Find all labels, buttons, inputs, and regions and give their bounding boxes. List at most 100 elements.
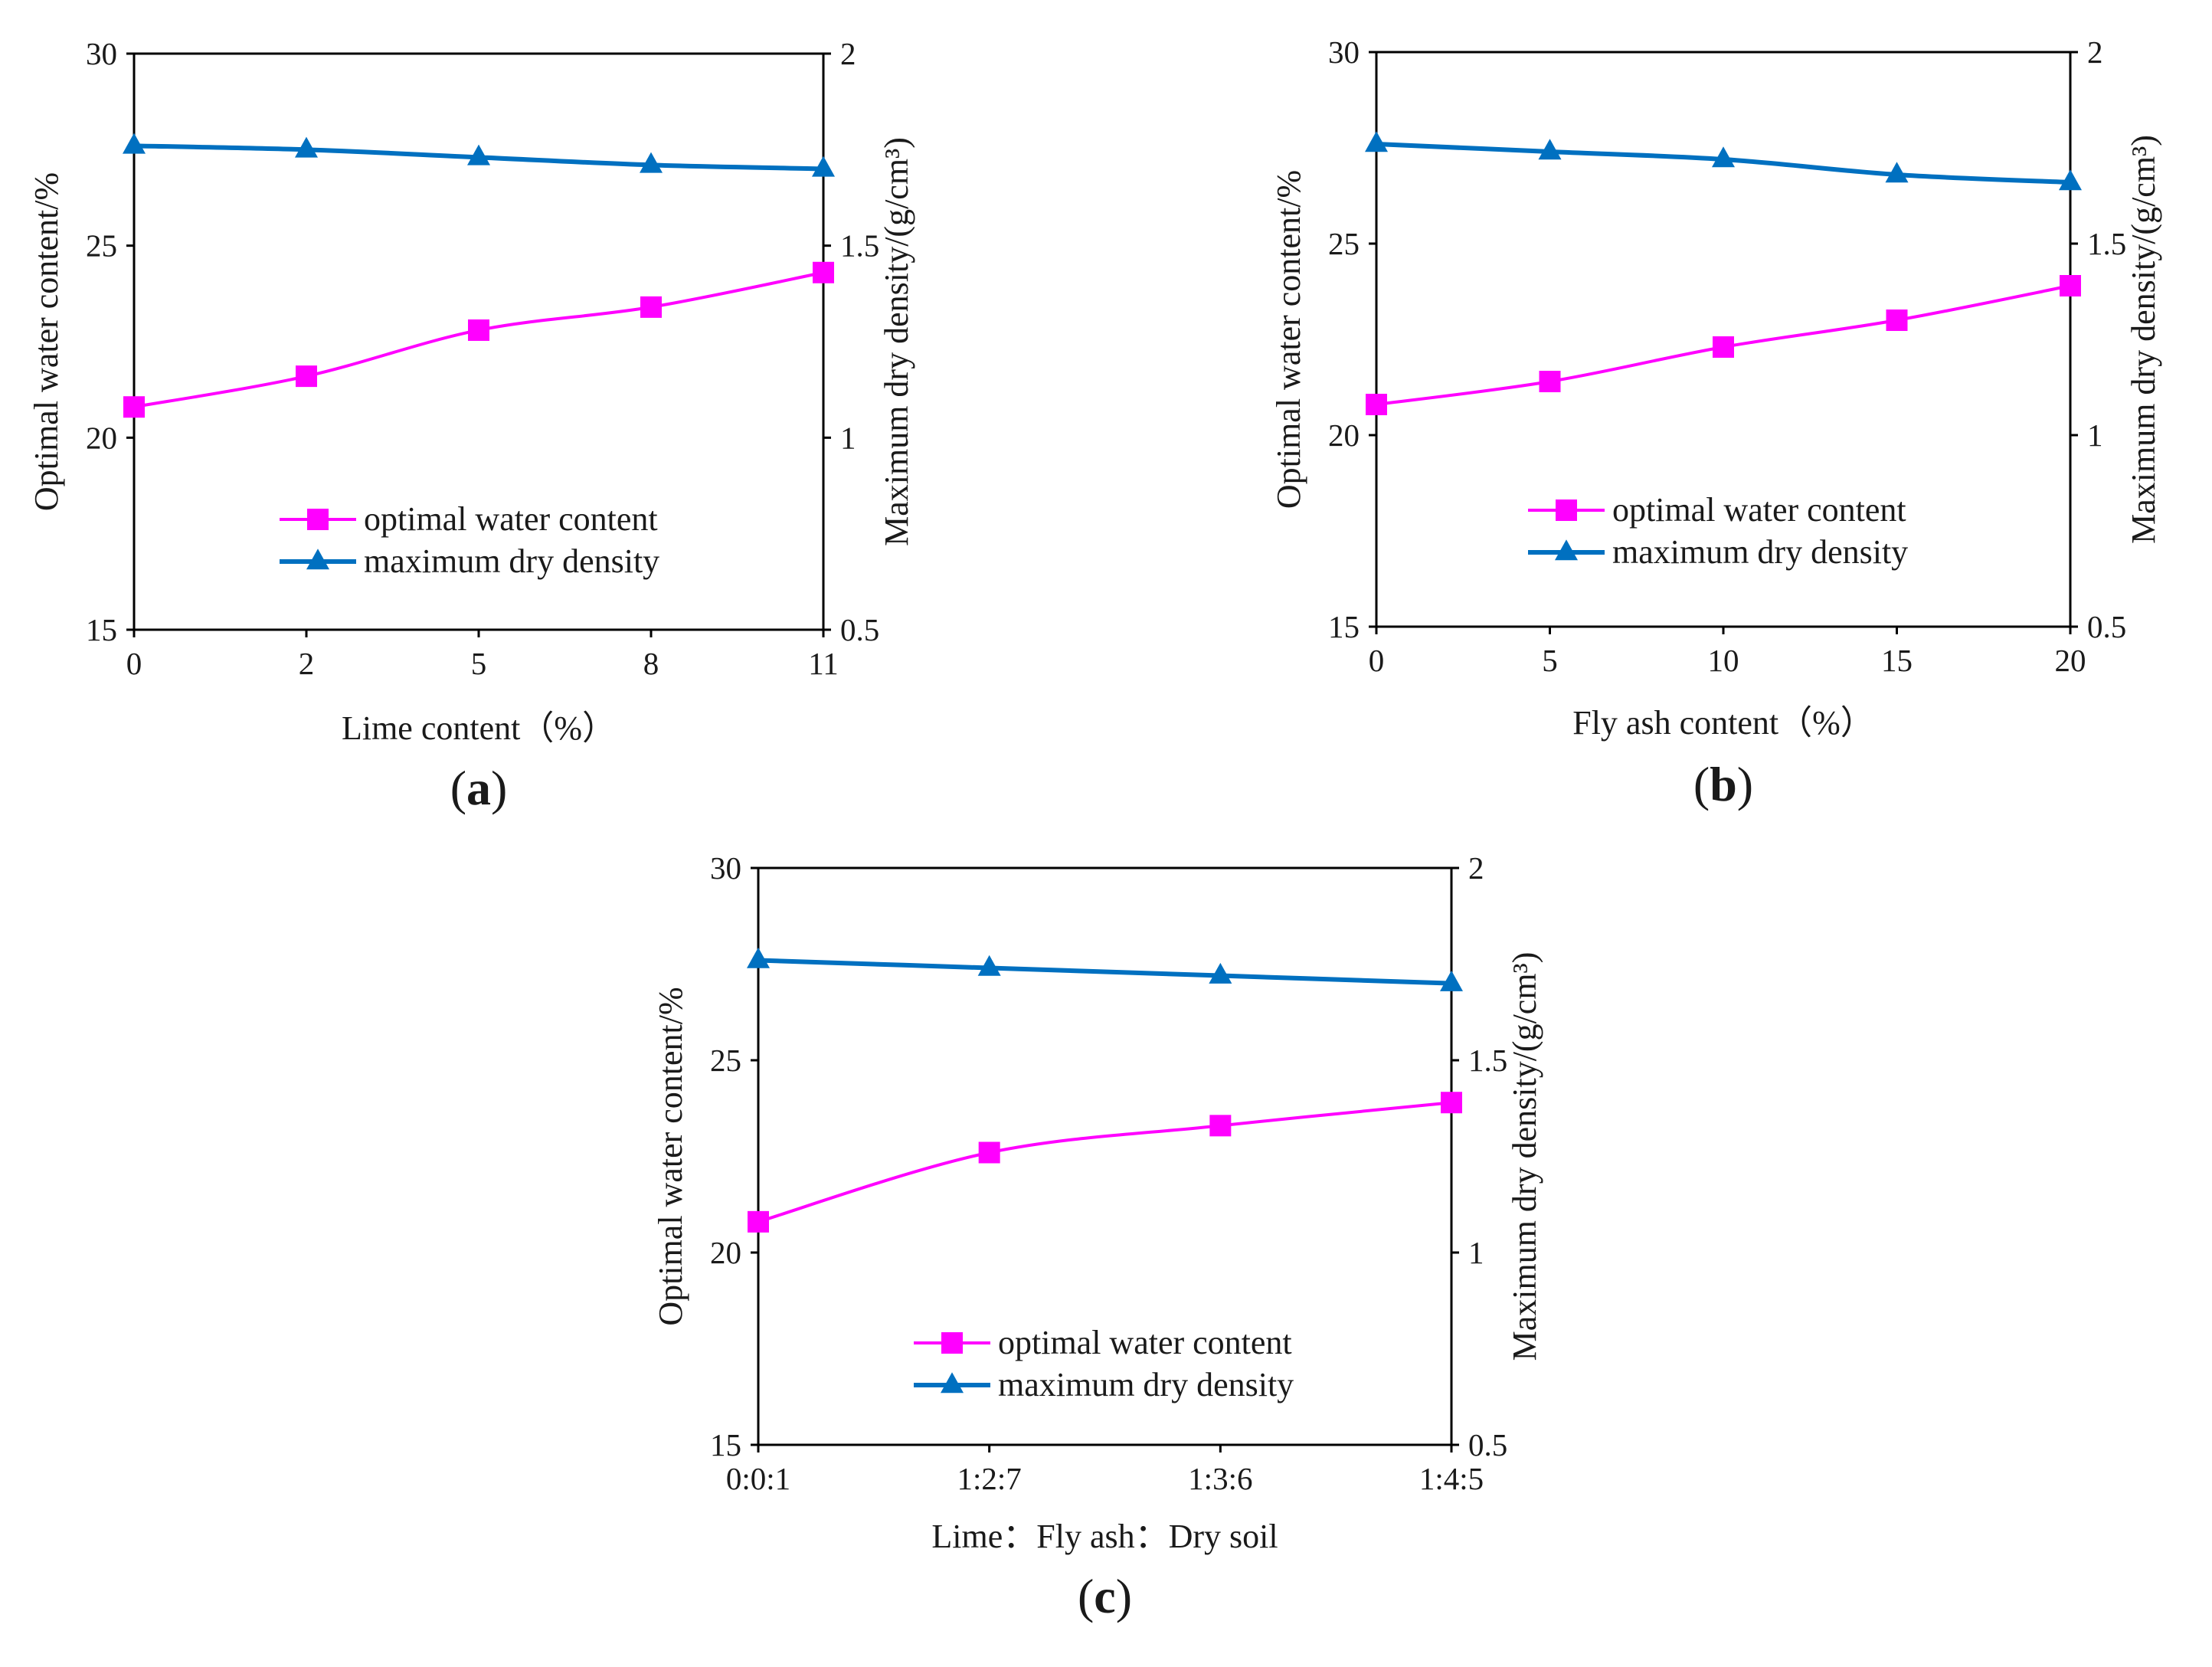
legend-label: optimal water content [1612, 491, 1906, 529]
data-point-optimal-water-content [296, 365, 317, 388]
x-tick-label: 0 [1369, 643, 1385, 678]
panel-label: (b) [1693, 757, 1753, 811]
data-point-maximum-dry-density [295, 136, 318, 158]
left-y-tick-label: 30 [86, 36, 117, 71]
plot-frame [757, 866, 1453, 1446]
series-line-maximum-dry-density [758, 958, 1452, 986]
data-point-maximum-dry-density [812, 156, 835, 177]
panel-label-close-paren: ) [491, 761, 507, 815]
legend-marker-triangle [306, 549, 329, 570]
x-tick-label: 0 [126, 646, 142, 681]
x-tick-label: 1:4:5 [1419, 1461, 1484, 1496]
panel-label-close-paren: ) [1737, 757, 1753, 811]
left-y-axis-title: Optimal water content/% [1270, 170, 1307, 509]
panel-label: (a) [450, 761, 508, 815]
series-line-optimal-water-content [758, 1101, 1452, 1223]
legend-label: optimal water content [998, 1324, 1292, 1361]
chart-panel-c: 15 20 25 30 0.5 1 1.5 2 0:0:1 1:2:7 1:3:6 1:4:5 Lime… [652, 850, 1543, 1623]
left-y-tick-label: 25 [86, 228, 117, 264]
x-axis-title: Lime：Fly ash：Dry soil [931, 1518, 1278, 1555]
legend-label: optimal water content [364, 500, 658, 538]
right-y-tick-label: 2 [840, 36, 856, 71]
right-y-tick-label: 1 [2087, 418, 2103, 453]
right-y-axis-title: Maximum dry density/(g/cm³) [2125, 135, 2162, 544]
data-point-optimal-water-content [468, 319, 489, 341]
x-tick-label: 5 [471, 646, 487, 681]
data-point-maximum-dry-density [1885, 162, 1909, 183]
left-y-tick-label: 25 [1328, 226, 1360, 261]
data-point-maximum-dry-density [1538, 139, 1562, 160]
legend-label: maximum dry density [364, 542, 659, 580]
data-point-optimal-water-content [640, 296, 662, 318]
data-point-maximum-dry-density [747, 947, 770, 968]
right-y-tick-label: 1.5 [840, 228, 879, 264]
right-y-tick-label: 0.5 [2087, 609, 2126, 644]
right-y-tick-label: 2 [1468, 850, 1484, 886]
right-y-tick-label: 0.5 [1468, 1427, 1507, 1462]
data-point-optimal-water-content [123, 396, 145, 418]
legend-marker-triangle [941, 1372, 964, 1394]
x-tick-label: 5 [1542, 643, 1558, 678]
data-point-maximum-dry-density [1209, 962, 1232, 984]
data-point-maximum-dry-density [467, 144, 490, 165]
legend-marker-square [1556, 499, 1577, 521]
left-y-tick-label: 20 [710, 1235, 741, 1270]
data-point-optimal-water-content [2060, 275, 2081, 296]
right-y-tick-label: 1.5 [2087, 226, 2126, 261]
legend-marker-square [307, 509, 329, 530]
right-y-tick-label: 0.5 [840, 612, 879, 647]
right-y-axis-title: Maximum dry density/(g/cm³) [1506, 952, 1543, 1361]
panel-label-letter: b [1710, 757, 1737, 811]
panel-label-close-paren: ) [1116, 1569, 1132, 1623]
left-y-axis-title: Optimal water content/% [28, 172, 65, 511]
x-tick-label: 0:0:1 [726, 1461, 790, 1496]
data-point-optimal-water-content [1441, 1092, 1462, 1114]
data-point-maximum-dry-density [1365, 131, 1388, 152]
data-point-maximum-dry-density [977, 955, 1001, 976]
x-tick-label: 11 [808, 646, 838, 681]
data-point-maximum-dry-density [123, 133, 146, 154]
data-point-optimal-water-content [1886, 309, 1908, 331]
legend-label: maximum dry density [998, 1366, 1294, 1403]
left-y-tick-label: 15 [710, 1427, 741, 1462]
data-point-maximum-dry-density [640, 152, 663, 173]
right-y-tick-label: 1 [840, 420, 856, 455]
x-tick-label: 1:2:7 [957, 1461, 1022, 1496]
panel-label-letter: a [466, 761, 491, 815]
data-point-maximum-dry-density [1712, 146, 1735, 168]
data-point-optimal-water-content [813, 261, 834, 283]
data-point-optimal-water-content [1366, 394, 1387, 415]
x-axis-title: Lime content（%） [342, 709, 616, 747]
data-point-maximum-dry-density [1440, 970, 1463, 991]
x-axis-title: Fly ash content（%） [1572, 704, 1874, 742]
legend-marker-square [941, 1332, 963, 1354]
panel-label-letter: c [1094, 1569, 1115, 1623]
data-point-optimal-water-content [1539, 371, 1561, 392]
right-y-tick-label: 2 [2087, 34, 2103, 70]
data-point-maximum-dry-density [2059, 169, 2082, 191]
data-point-optimal-water-content [978, 1141, 1000, 1164]
left-y-tick-label: 15 [86, 612, 117, 647]
left-y-axis-title: Optimal water content/% [652, 987, 689, 1325]
left-y-tick-label: 15 [1328, 609, 1360, 644]
panel-label-open-paren: ( [450, 761, 466, 815]
x-tick-label: 1:3:6 [1188, 1461, 1252, 1496]
x-tick-label: 10 [1708, 643, 1739, 678]
x-tick-label: 15 [1881, 643, 1913, 678]
x-tick-label: 2 [299, 646, 315, 681]
panel-label-open-paren: ( [1693, 757, 1710, 811]
data-point-optimal-water-content [1713, 336, 1734, 358]
left-y-tick-label: 20 [86, 420, 117, 455]
data-point-optimal-water-content [748, 1210, 769, 1233]
x-tick-label: 8 [643, 646, 659, 681]
left-y-tick-label: 20 [1328, 418, 1360, 453]
legend-label: maximum dry density [1612, 533, 1908, 571]
right-y-axis-title: Maximum dry density/(g/cm³) [878, 137, 915, 546]
left-y-tick-label: 30 [710, 850, 741, 886]
legend-marker-triangle [1555, 539, 1578, 561]
right-y-tick-label: 1 [1468, 1235, 1484, 1270]
panel-label-open-paren: ( [1078, 1569, 1094, 1623]
